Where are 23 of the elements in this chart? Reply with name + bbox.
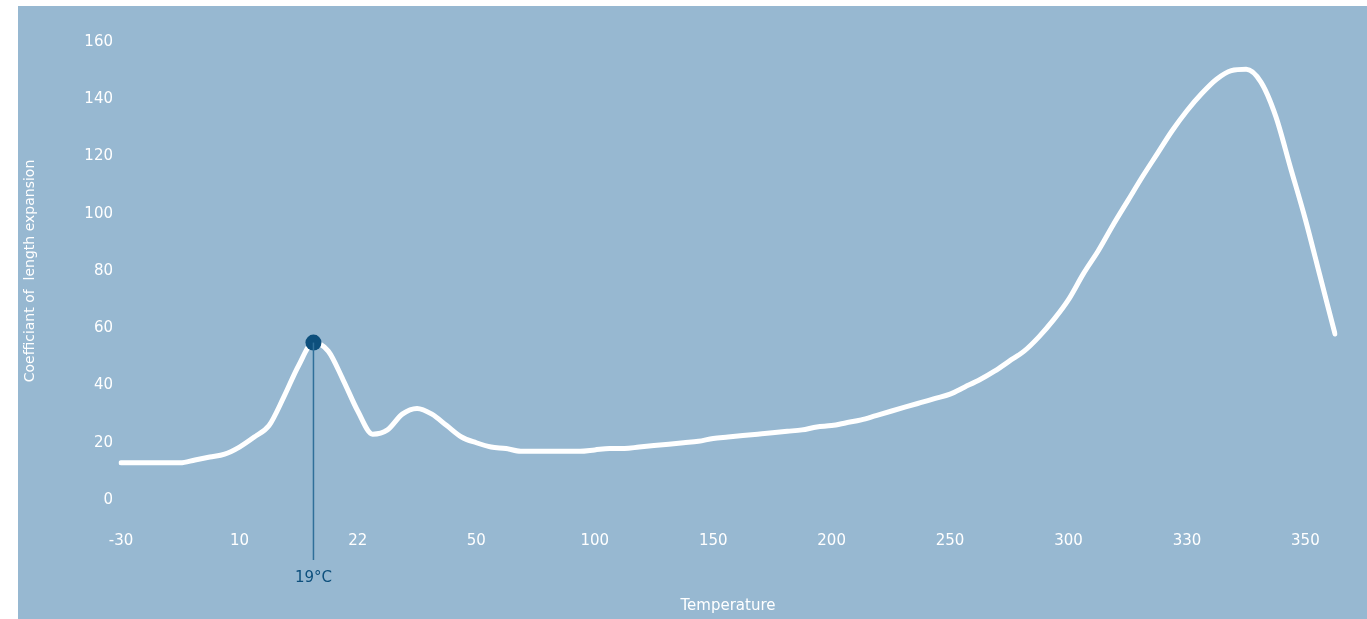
y-tick-label: 100 — [84, 203, 113, 222]
x-tick-label: 330 — [1172, 530, 1202, 549]
y-tick-label: 80 — [93, 260, 113, 279]
x-tick-label: 100 — [580, 530, 610, 549]
y-axis-title: Coefficiant of length expansion — [21, 159, 38, 383]
x-tick-label: 150 — [698, 530, 728, 549]
x-tick-label: 350 — [1291, 530, 1320, 549]
y-tick-label: 140 — [84, 89, 113, 108]
y-tick-label: 120 — [84, 146, 113, 165]
x-tick-label: 200 — [817, 530, 846, 549]
x-tick-label: 300 — [1054, 530, 1083, 549]
x-axis-title: Temperature — [679, 595, 776, 614]
y-tick-label: 0 — [103, 489, 113, 508]
y-tick-label: 60 — [93, 318, 113, 337]
x-tick-label: 50 — [466, 530, 486, 549]
y-tick-label: 40 — [93, 375, 113, 394]
y-tick-label: 160 — [84, 31, 113, 50]
x-tick-label: 10 — [229, 530, 249, 549]
annotation: 19°C — [294, 567, 332, 586]
x-tick-label: 250 — [935, 530, 965, 549]
x-tick-label: -30 — [108, 530, 134, 549]
y-tick-label: 20 — [93, 432, 113, 451]
x-tick-label: 22 — [348, 530, 368, 549]
